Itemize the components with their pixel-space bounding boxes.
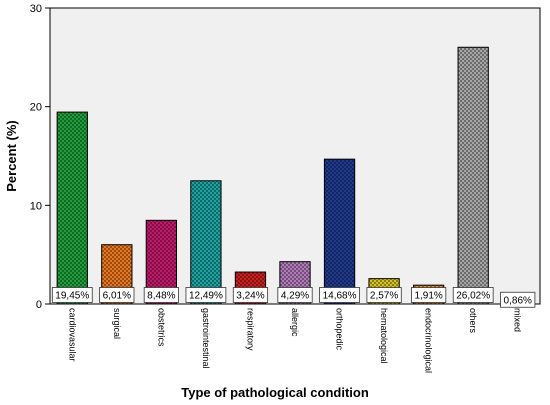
data-label: 19,45% [55,291,89,302]
data-labels: 19,45% 6,01% 8,48% 12,49% 3,24% 4,29% 14,68% 2,… [51,287,536,308]
data-label: 8,48% [147,291,175,302]
y-tick-label: 20 [30,102,42,114]
y-axis: 0 10 20 30 [30,3,50,311]
x-tick-label: others [468,308,478,334]
data-label-box [319,287,360,303]
data-label: 4,29% [281,291,309,302]
data-label-box [452,287,494,303]
x-axis-labels: cardiovasular surgical obstetrics gastroint… [67,308,522,373]
bar-cardiovasular [56,111,88,305]
data-label-box [99,287,135,303]
data-label: 12,49% [189,291,223,302]
y-tick-label: 10 [30,200,42,212]
bar-gastrointestinal [190,180,222,305]
data-label: 6,01% [103,291,131,302]
data-label: 14,68% [323,291,357,302]
data-label-box [366,287,402,303]
data-label: 2,57% [370,291,398,302]
data-label-box [232,287,269,303]
y-tick-label: 30 [30,3,42,15]
bar-others [457,46,489,305]
data-label: 0,86% [504,295,532,306]
y-tick-label: 0 [36,299,42,311]
x-axis-title: Type of pathological condition [181,385,369,400]
x-tick-label: surgical [112,308,122,339]
x-tick-label: respiratory [245,308,255,351]
x-tick-label: gastrointestinal [201,308,211,369]
data-label: 26,02% [456,291,490,302]
x-tick-label: allergic [290,308,300,337]
data-label-box [277,287,313,303]
bar-orthopedic [323,158,356,305]
data-label-box [411,287,447,303]
data-label-box [143,287,179,303]
data-label-box [51,287,93,303]
y-axis-title: Percent (%) [4,120,19,192]
x-tick-label: orthopedic [335,308,345,351]
data-label: 3,24% [236,291,264,302]
x-tick-label: mixed [513,308,523,332]
x-tick-label: cardiovasular [67,308,77,362]
data-label-box [500,291,536,308]
x-tick-label: hematological [379,308,389,364]
x-tick-label: endocrinological [424,308,434,373]
x-tick-label: obstetrics [156,308,166,347]
data-label: 1,91% [414,291,442,302]
data-label-box [185,287,227,303]
